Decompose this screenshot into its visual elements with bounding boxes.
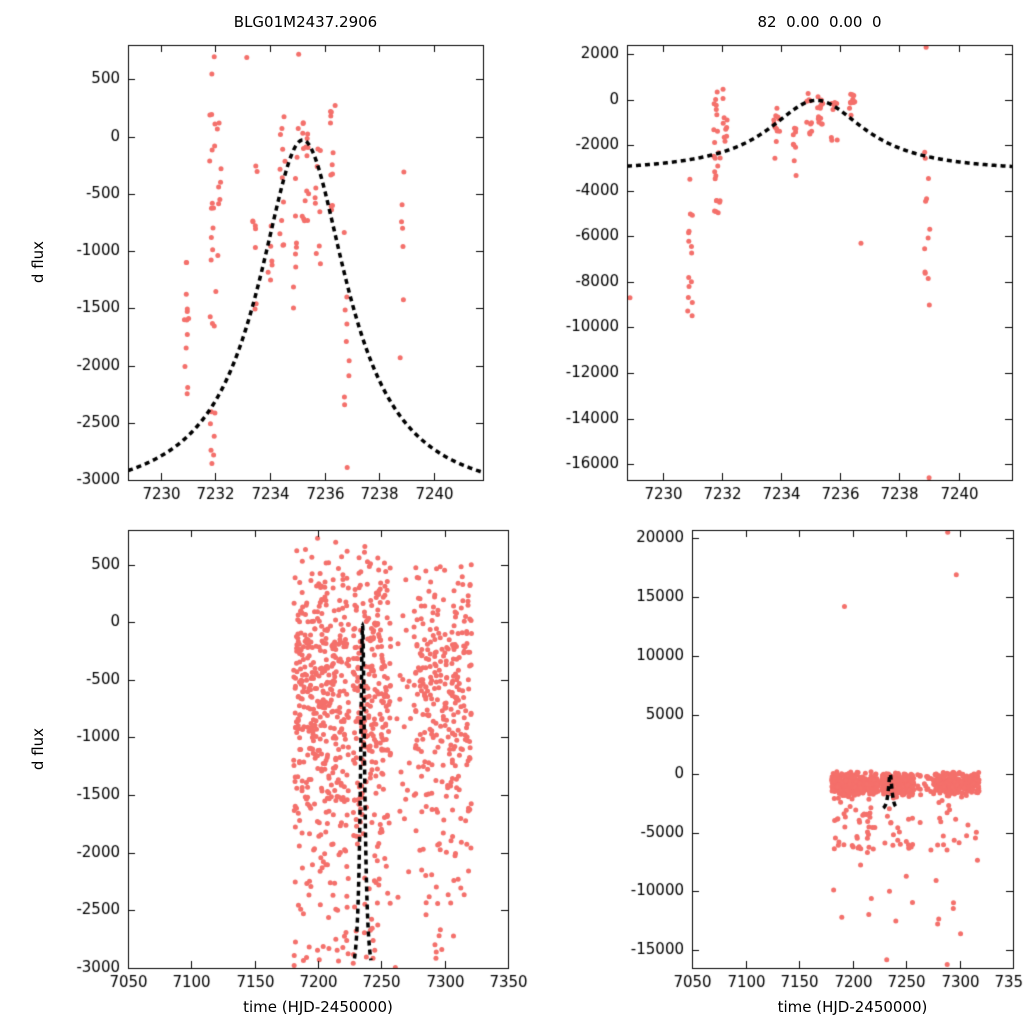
x-axis-label-bottom-left: time (HJD-2450000) xyxy=(243,998,393,1016)
y-axis-label-bottom-left: d flux xyxy=(29,727,47,771)
panel-title-top-left: BLG01M2437.2906 xyxy=(233,13,378,31)
panel-title-top-right: 82 0.00 0.00 0 xyxy=(757,13,882,31)
y-axis-label-top-left: d flux xyxy=(29,240,47,284)
x-axis-label-bottom-right: time (HJD-2450000) xyxy=(777,998,928,1016)
